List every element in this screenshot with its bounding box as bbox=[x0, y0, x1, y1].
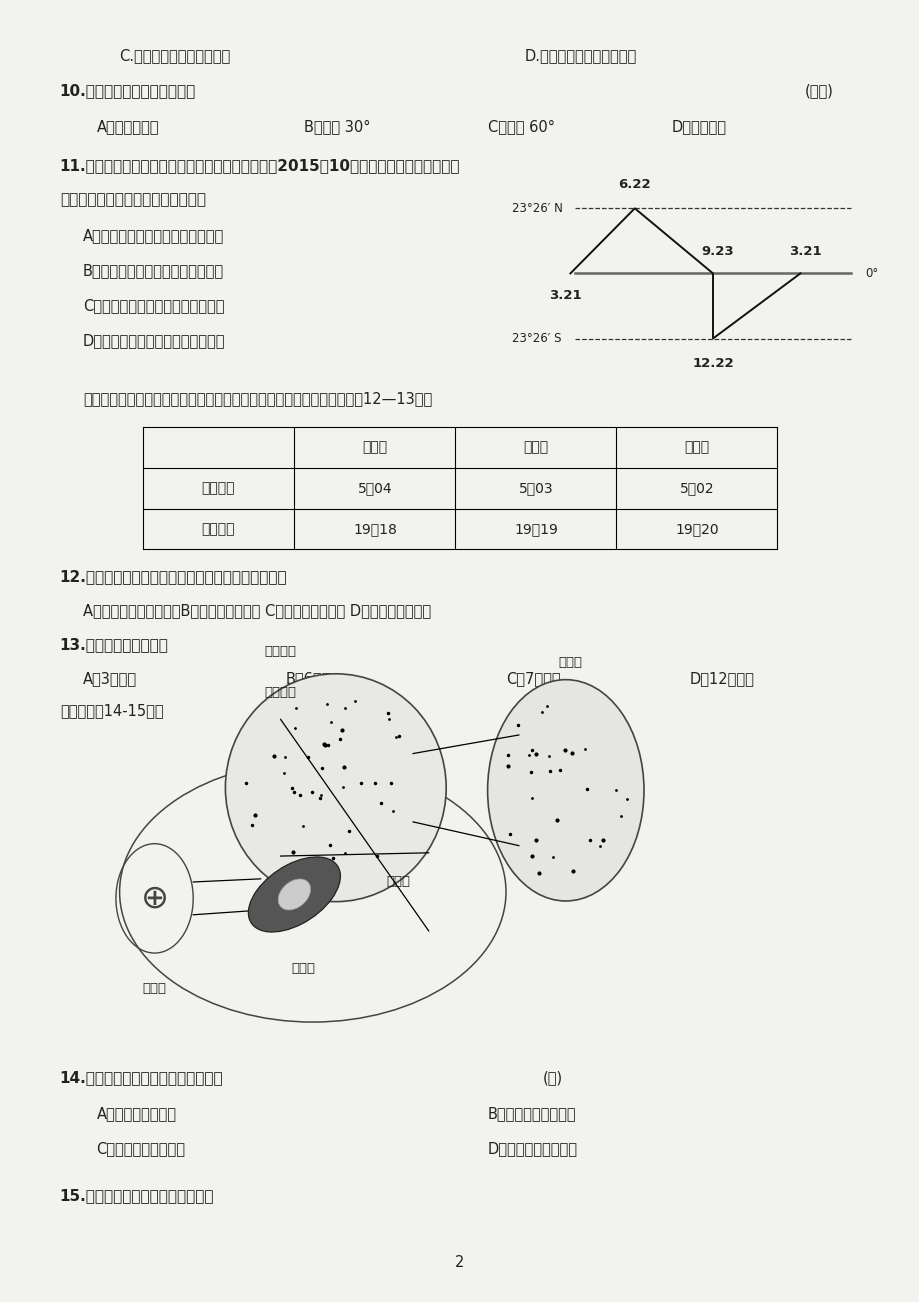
Text: 下表为天安门广场升降旗时间（升降旗时间与日出日落时间相同），回界12—13题。: 下表为天安门广场升降旗时间（升降旗时间与日出日落时间相同），回界12—13题。 bbox=[83, 391, 432, 406]
Text: 23°26′ N: 23°26′ N bbox=[512, 202, 562, 215]
Text: (　　): ( ) bbox=[804, 83, 833, 99]
Text: D．12月上旬: D．12月上旬 bbox=[689, 671, 754, 686]
Text: 2: 2 bbox=[455, 1255, 464, 1271]
Text: 太阳系: 太阳系 bbox=[291, 962, 315, 975]
Text: D．太阳系和河外星系: D．太阳系和河外星系 bbox=[487, 1141, 577, 1156]
Text: 6.22: 6.22 bbox=[618, 178, 651, 191]
Text: 15.图中共有几级天体系统：（　）: 15.图中共有几级天体系统：（ ） bbox=[60, 1187, 214, 1203]
Text: B．銀河系和河外星系: B．銀河系和河外星系 bbox=[487, 1105, 575, 1121]
Text: 河外星系: 河外星系 bbox=[265, 644, 296, 658]
Text: 读图，回界14-15题。: 读图，回界14-15题。 bbox=[60, 703, 164, 719]
Text: 降旗时间: 降旗时间 bbox=[201, 522, 235, 536]
Text: 银河系: 银河系 bbox=[386, 875, 410, 888]
Text: 总星系: 总星系 bbox=[558, 656, 582, 669]
Text: C．南北 60°: C．南北 60° bbox=[487, 118, 554, 134]
Text: 5：02: 5：02 bbox=[679, 482, 713, 495]
Text: D．南北极圈: D．南北极圈 bbox=[671, 118, 726, 134]
Text: 地月系: 地月系 bbox=[142, 982, 166, 995]
Text: （局部）: （局部） bbox=[265, 686, 296, 699]
Text: D．直射点位于南半球，并向南移动: D．直射点位于南半球，并向南移动 bbox=[83, 333, 225, 349]
Text: B．6月上旬: B．6月上旬 bbox=[285, 671, 339, 686]
Text: A．地月系和銀河系: A．地月系和銀河系 bbox=[96, 1105, 176, 1121]
Text: 0°: 0° bbox=[864, 267, 877, 280]
Text: D.金星轨道和地球轨道之间: D.金星轨道和地球轨道之间 bbox=[524, 48, 636, 64]
Text: 10.线速度约为赤道的一半的是: 10.线速度约为赤道的一半的是 bbox=[60, 83, 196, 99]
Text: C.木星轨道和土星轨道之间: C.木星轨道和土星轨道之间 bbox=[119, 48, 231, 64]
Text: C．总星系和河外星系: C．总星系和河外星系 bbox=[96, 1141, 186, 1156]
Text: A．3月上旬: A．3月上旬 bbox=[83, 671, 137, 686]
Text: 升旗时间: 升旗时间 bbox=[201, 482, 235, 495]
Text: C．直射点位于南半球，并向北移动: C．直射点位于南半球，并向北移动 bbox=[83, 298, 224, 314]
Text: 19：20: 19：20 bbox=[675, 522, 718, 536]
Text: 在地球表面上的移动情况是（　　）: 在地球表面上的移动情况是（ ） bbox=[60, 191, 206, 207]
Text: A．北半球，向北移　　B．北半球，向南移 C．南半球，向南移 D．南半球，向北移: A．北半球，向北移 B．北半球，向南移 C．南半球，向南移 D．南半球，向北移 bbox=[83, 603, 430, 618]
Text: B．直射点位于北半球，并向南移动: B．直射点位于北半球，并向南移动 bbox=[83, 263, 223, 279]
Text: 19：18: 19：18 bbox=[353, 522, 396, 536]
Text: 第三天: 第三天 bbox=[684, 440, 709, 454]
Text: 19：19: 19：19 bbox=[514, 522, 557, 536]
Text: 13.表中所示日期可能是: 13.表中所示日期可能是 bbox=[60, 637, 168, 652]
Text: A．直射点位于北半球，并向北移动: A．直射点位于北半球，并向北移动 bbox=[83, 228, 224, 243]
Text: C．7月上旬: C．7月上旬 bbox=[505, 671, 560, 686]
Text: (　): ( ) bbox=[542, 1070, 562, 1086]
Ellipse shape bbox=[278, 879, 311, 910]
Text: 11.结合右下边太阳直射点回归运动示意图，当你在2015年10月进行月考时，太阳直射点: 11.结合右下边太阳直射点回归运动示意图，当你在2015年10月进行月考时，太阳… bbox=[60, 158, 460, 173]
Ellipse shape bbox=[248, 857, 340, 932]
Text: 12.表中所示三天中，太阳直射点的位置和移动方向是: 12.表中所示三天中，太阳直射点的位置和移动方向是 bbox=[60, 569, 287, 585]
Ellipse shape bbox=[225, 674, 446, 901]
Text: 3.21: 3.21 bbox=[788, 245, 821, 258]
Text: B．南北 30°: B．南北 30° bbox=[303, 118, 369, 134]
Text: 第二天: 第二天 bbox=[523, 440, 548, 454]
Text: 5：04: 5：04 bbox=[357, 482, 391, 495]
Text: 5：03: 5：03 bbox=[518, 482, 552, 495]
Text: A．南北回归线: A．南北回归线 bbox=[96, 118, 159, 134]
Text: 14.下列天体系统属于同一层次的是：: 14.下列天体系统属于同一层次的是： bbox=[60, 1070, 223, 1086]
Text: 23°26′ S: 23°26′ S bbox=[512, 332, 562, 345]
Text: ⊕: ⊕ bbox=[141, 881, 168, 915]
Text: 3.21: 3.21 bbox=[549, 289, 582, 302]
Circle shape bbox=[487, 680, 643, 901]
Text: 第一天: 第一天 bbox=[362, 440, 387, 454]
Text: 12.22: 12.22 bbox=[691, 357, 733, 370]
Text: 9.23: 9.23 bbox=[700, 245, 733, 258]
